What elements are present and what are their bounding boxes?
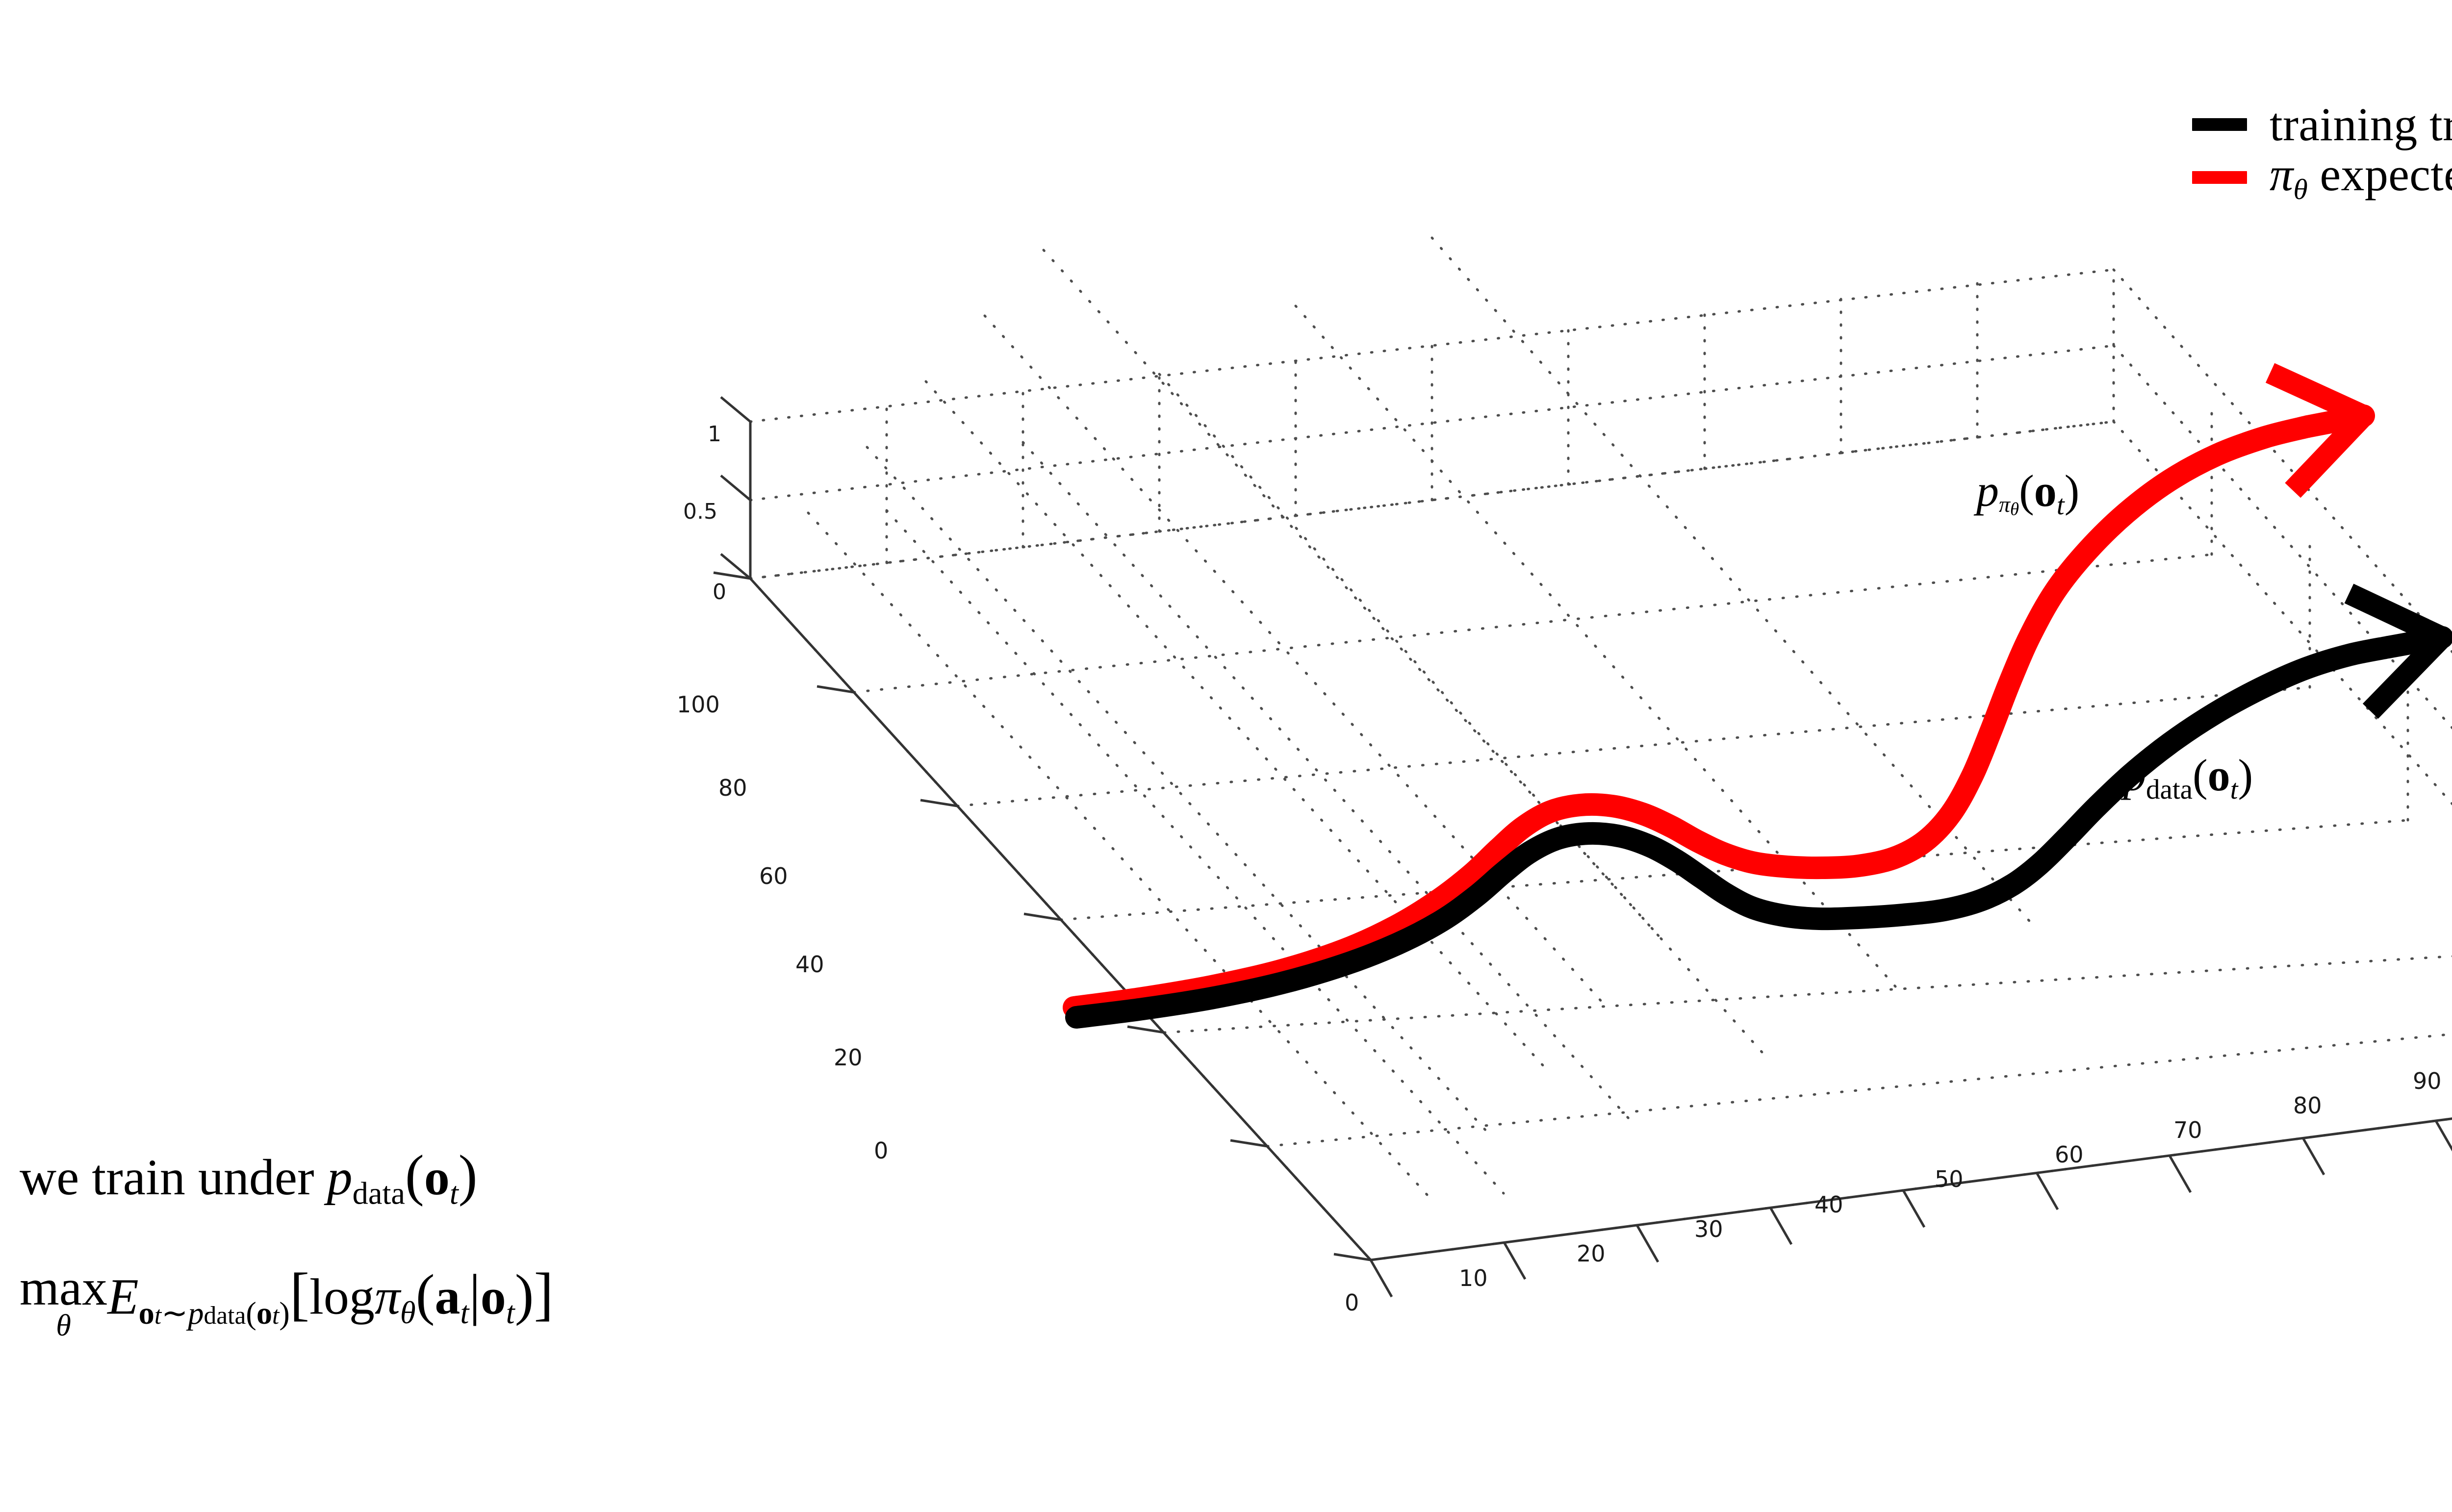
z-tick-2: 0 bbox=[713, 580, 726, 605]
ppi-theta: θ bbox=[2010, 499, 2019, 519]
train-line-1-text: we train under bbox=[20, 1149, 327, 1206]
z-tick-1: 0.5 bbox=[683, 499, 717, 524]
train-pi-close: ) bbox=[514, 1263, 534, 1327]
train-annotation-block: we train under pdata(ot) max θ Eot∼pdata(o… bbox=[20, 1147, 554, 1342]
legend-item-training[interactable]: training trajectory bbox=[2192, 98, 2452, 151]
train-E-o2-sub: t bbox=[272, 1301, 280, 1330]
train-open: ( bbox=[405, 1144, 424, 1207]
legend-swatch-training-icon bbox=[2192, 118, 2247, 131]
curve-label-policy: pπθ(ot) bbox=[1976, 468, 2079, 519]
train-o: o bbox=[424, 1149, 450, 1206]
y-tick-4: 20 bbox=[834, 1044, 863, 1071]
pdata-p: p bbox=[2123, 750, 2146, 800]
train-log: log bbox=[309, 1268, 375, 1325]
y-tick-5: 0 bbox=[874, 1137, 889, 1164]
legend: training trajectory πθ expected trajecto… bbox=[2192, 98, 2452, 204]
curve-label-data: pdata(ot) bbox=[2123, 753, 2253, 804]
x-tick-2: 20 bbox=[1577, 1240, 1606, 1267]
train-sim: ∼ bbox=[161, 1295, 188, 1331]
pdata-o: o bbox=[2207, 750, 2230, 800]
curve-training-trajectory bbox=[1065, 636, 2400, 1029]
x-tick-8: 80 bbox=[2293, 1092, 2322, 1119]
right-wall-grid bbox=[2112, 268, 2452, 822]
pdata-sub: data bbox=[2146, 774, 2193, 806]
x-tick-4: 40 bbox=[1814, 1191, 1843, 1218]
train-line-2: max θ Eot∼pdata(ot)[logπθ(at|ot)] bbox=[20, 1259, 554, 1342]
policy-arrow-head bbox=[2265, 363, 2375, 498]
legend-theta-symbol: θ bbox=[2293, 173, 2308, 205]
legend-label-policy: πθ expected trajectory bbox=[2270, 148, 2452, 205]
y-tick-2: 60 bbox=[759, 863, 788, 889]
x-tick-1: 10 bbox=[1459, 1265, 1488, 1291]
x-tick-6: 60 bbox=[2055, 1141, 2084, 1168]
z-tick-0: 1 bbox=[708, 422, 721, 447]
pdata-t: t bbox=[2230, 774, 2238, 806]
train-line-1: we train under pdata(ot) bbox=[20, 1147, 554, 1210]
train-pi-open: ( bbox=[415, 1263, 435, 1327]
train-max-theta: θ bbox=[56, 1308, 71, 1342]
training-arrow-head bbox=[2344, 583, 2452, 719]
train-pi: π bbox=[374, 1268, 401, 1325]
train-pi-theta: θ bbox=[400, 1295, 416, 1330]
train-E-o-sub: t bbox=[154, 1301, 162, 1330]
ppi-p: p bbox=[1976, 466, 1999, 516]
ppi-close: ) bbox=[2064, 466, 2080, 516]
train-E-pdata: data bbox=[204, 1301, 246, 1330]
y-tick-1: 80 bbox=[718, 775, 747, 801]
legend-swatch-policy-icon bbox=[2192, 171, 2247, 184]
x-tick-5: 50 bbox=[1935, 1166, 1964, 1192]
train-a: a bbox=[434, 1268, 460, 1325]
legend-pi-symbol: π bbox=[2270, 148, 2294, 201]
train-E-o: o bbox=[138, 1295, 154, 1331]
train-E-o2: o bbox=[256, 1295, 273, 1331]
x-tick-7: 70 bbox=[2173, 1117, 2202, 1143]
ppi-o: o bbox=[2034, 466, 2057, 516]
z-axis bbox=[720, 396, 752, 580]
train-a-sub: t bbox=[460, 1295, 469, 1330]
train-o3-sub: t bbox=[506, 1295, 515, 1330]
y-tick-0: 100 bbox=[677, 691, 720, 718]
train-E-open: ( bbox=[246, 1295, 256, 1331]
x-axis bbox=[1369, 1117, 2452, 1298]
legend-label-training: training trajectory bbox=[2270, 98, 2452, 151]
train-max: max bbox=[20, 1259, 108, 1316]
train-lbrack: [ bbox=[289, 1261, 310, 1327]
train-E: E bbox=[107, 1268, 139, 1325]
train-E-close: ) bbox=[279, 1295, 290, 1331]
train-rbrack: ] bbox=[534, 1261, 554, 1327]
ppi-open: ( bbox=[2019, 466, 2034, 516]
train-p-sub: data bbox=[352, 1176, 406, 1211]
train-p: p bbox=[327, 1149, 353, 1206]
train-bar: | bbox=[469, 1263, 481, 1327]
x-tick-0: 0 bbox=[1345, 1289, 1359, 1316]
pdata-close: ) bbox=[2238, 750, 2253, 800]
train-E-p: p bbox=[188, 1295, 204, 1331]
x-tick-3: 30 bbox=[1694, 1216, 1723, 1242]
ppi-pi: π bbox=[1999, 491, 2011, 517]
legend-item-policy[interactable]: πθ expected trajectory bbox=[2192, 151, 2452, 204]
train-o3: o bbox=[480, 1268, 506, 1325]
ppi-t: t bbox=[2056, 490, 2065, 521]
curve-policy-trajectory bbox=[1063, 415, 2319, 1019]
x-tick-9: 90 bbox=[2413, 1068, 2442, 1094]
train-close: ) bbox=[458, 1144, 478, 1207]
y-axis bbox=[713, 571, 1372, 1261]
pdata-open: ( bbox=[2193, 750, 2208, 800]
y-tick-3: 40 bbox=[795, 951, 824, 978]
train-o-sub: t bbox=[449, 1176, 459, 1211]
